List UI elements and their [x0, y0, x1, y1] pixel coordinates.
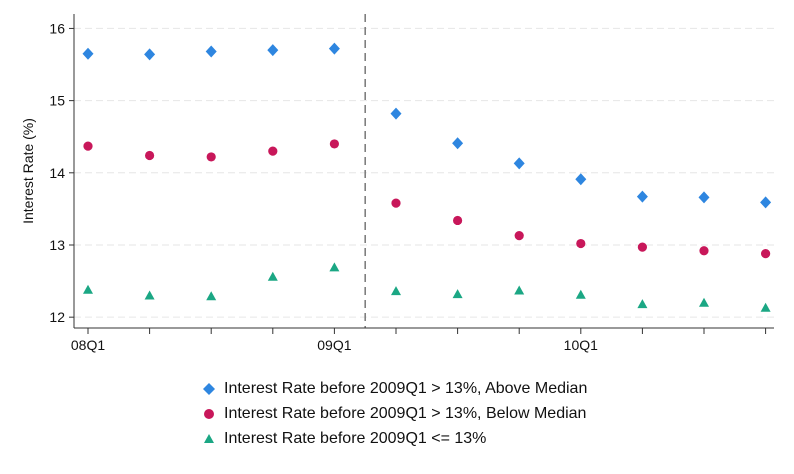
legend: Interest Rate before 2009Q1 > 13%, Above…	[198, 376, 587, 451]
data-point-diamond	[205, 45, 217, 58]
data-point-circle	[206, 152, 216, 162]
data-point-triangle	[267, 271, 278, 281]
data-point-diamond	[698, 191, 710, 204]
data-point-diamond	[82, 47, 94, 60]
data-point-triangle	[83, 284, 93, 294]
legend-diamond-marker	[203, 382, 215, 395]
y-tick-label: 15	[49, 93, 65, 109]
data-point-triangle	[391, 286, 401, 296]
legend-triangle-marker	[204, 433, 214, 443]
x-tick-label: 09Q1	[317, 337, 351, 353]
data-point-triangle	[637, 299, 648, 309]
data-point-triangle	[575, 289, 586, 299]
data-point-diamond	[390, 107, 402, 120]
data-point-circle	[576, 238, 586, 249]
legend-label: Interest Rate before 2009Q1 <= 13%	[224, 429, 487, 447]
data-point-triangle	[514, 285, 525, 295]
data-point-diamond	[575, 173, 587, 186]
gridlines	[74, 27, 774, 318]
x-tick-label: 08Q1	[71, 337, 105, 353]
data-point-triangle	[144, 290, 155, 300]
y-tick-label: 14	[49, 165, 65, 181]
data-point-triangle	[206, 291, 217, 301]
legend-circle-marker	[204, 408, 214, 419]
legend-item-above-median: Interest Rate before 2009Q1 > 13%, Above…	[198, 376, 587, 401]
data-point-diamond	[636, 190, 648, 203]
data-point-diamond	[452, 137, 464, 150]
data-point-circle	[699, 246, 709, 256]
data-point-circle	[329, 139, 339, 149]
data-point-diamond	[267, 44, 279, 57]
data-point-triangle	[760, 302, 771, 312]
data-point-diamond	[760, 196, 772, 209]
data-point-circle	[268, 146, 278, 156]
data-point-diamond	[513, 157, 525, 170]
data-point-circle	[391, 198, 401, 208]
legend-label: Interest Rate before 2009Q1 > 13%, Below…	[224, 404, 587, 422]
data-point-circle	[514, 231, 524, 241]
data-point-triangle	[452, 289, 463, 299]
axes: 12 13 14 15 16 08Q1 09Q1 10Q1	[49, 14, 774, 353]
data-point-circle	[453, 215, 463, 226]
data-point-circle	[145, 150, 155, 161]
x-tick-label: 10Q1	[564, 337, 598, 353]
y-tick-label: 12	[49, 309, 65, 325]
data-points	[82, 42, 772, 312]
y-axis-title: Interest Rate (%)	[20, 118, 36, 224]
data-point-circle	[637, 242, 648, 252]
y-tick-label: 16	[49, 20, 65, 36]
legend-item-below-median: Interest Rate before 2009Q1 > 13%, Below…	[198, 401, 587, 426]
y-tick-label: 13	[49, 237, 65, 253]
data-point-triangle	[699, 297, 709, 307]
legend-label: Interest Rate before 2009Q1 > 13%, Above…	[224, 379, 588, 397]
data-point-circle	[83, 141, 93, 151]
data-point-diamond	[328, 42, 340, 55]
data-point-triangle	[329, 262, 340, 272]
data-point-diamond	[144, 48, 156, 61]
legend-item-low-rate: Interest Rate before 2009Q1 <= 13%	[198, 426, 587, 451]
data-point-circle	[761, 249, 771, 259]
